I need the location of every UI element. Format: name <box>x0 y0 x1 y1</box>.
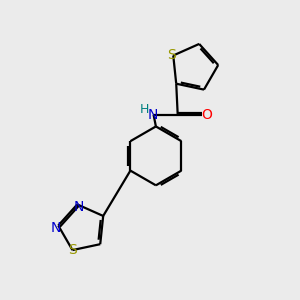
Text: N: N <box>148 108 158 122</box>
Text: H: H <box>140 103 149 116</box>
Text: N: N <box>50 221 61 236</box>
Text: S: S <box>68 243 77 257</box>
Text: N: N <box>74 200 84 214</box>
Text: S: S <box>167 49 176 62</box>
Text: O: O <box>202 108 213 122</box>
